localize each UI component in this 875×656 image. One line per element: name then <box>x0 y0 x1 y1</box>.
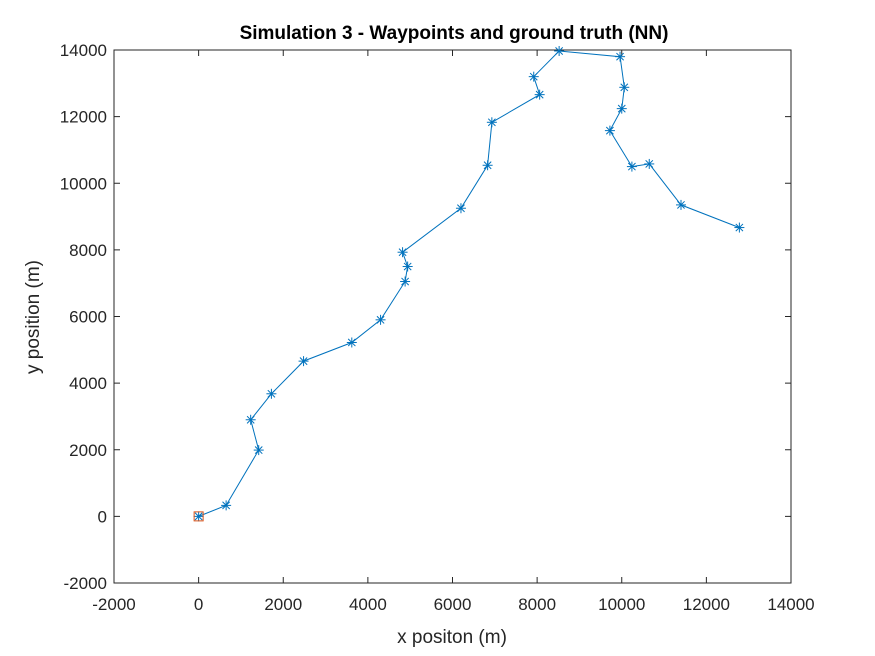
y-tick-label: 2000 <box>69 441 107 460</box>
x-axis-label: x positon (m) <box>397 627 507 648</box>
waypoint-marker <box>554 45 565 56</box>
y-tick-label: 8000 <box>69 241 107 260</box>
waypoint-marker <box>626 161 637 172</box>
y-tick-label: -2000 <box>64 574 107 593</box>
y-tick-label: 10000 <box>60 174 107 193</box>
waypoint-marker <box>486 117 497 128</box>
waypoint-marker <box>604 125 615 136</box>
waypoint-marker <box>245 414 256 425</box>
waypoint-marker <box>675 199 686 210</box>
waypoint-marker <box>298 356 309 367</box>
y-tick-label: 4000 <box>69 374 107 393</box>
series-layer <box>193 45 745 522</box>
x-tick-label: 12000 <box>683 595 730 614</box>
x-tick-label: 14000 <box>767 595 814 614</box>
waypoint-marker <box>397 247 408 258</box>
x-tick-label: -2000 <box>92 595 135 614</box>
waypoint-marker <box>644 158 655 169</box>
x-axis: -2000 0 2000 4000 6000 8000 10000 12000 14000 <box>92 50 815 614</box>
waypoint-marker <box>400 276 411 287</box>
waypoint-marker <box>734 222 745 233</box>
waypoint-marker <box>615 51 626 62</box>
y-axis: -2000 0 2000 4000 6000 8000 10000 12000 14000 <box>60 41 791 593</box>
waypoint-marker <box>534 89 545 100</box>
start-square-marker <box>193 511 204 522</box>
waypoint-marker <box>253 445 264 456</box>
waypoint-marker <box>346 337 357 348</box>
waypoint-marker <box>482 160 493 171</box>
x-tick-label: 8000 <box>518 595 556 614</box>
waypoint-marker <box>193 511 204 522</box>
x-tick-label: 6000 <box>434 595 472 614</box>
waypoint-marker <box>619 82 630 93</box>
waypoint-marker <box>402 261 413 272</box>
chart-title: Simulation 3 - Waypoints and ground trut… <box>240 23 669 44</box>
waypoint-marker <box>528 71 539 82</box>
waypoint-marker <box>266 388 277 399</box>
waypoint-marker <box>616 103 627 114</box>
y-axis-label: y position (m) <box>23 260 44 374</box>
waypoint-marker <box>455 203 466 214</box>
y-tick-label: 14000 <box>60 41 107 60</box>
y-tick-label: 12000 <box>60 108 107 127</box>
y-tick-label: 6000 <box>69 308 107 327</box>
y-tick-label: 0 <box>98 507 107 526</box>
x-tick-label: 4000 <box>349 595 387 614</box>
x-tick-label: 2000 <box>264 595 302 614</box>
x-tick-label: 0 <box>194 595 203 614</box>
waypoint-marker <box>221 500 232 511</box>
waypoint-marker <box>375 314 386 325</box>
x-tick-label: 10000 <box>598 595 645 614</box>
plot-area <box>113 49 792 584</box>
